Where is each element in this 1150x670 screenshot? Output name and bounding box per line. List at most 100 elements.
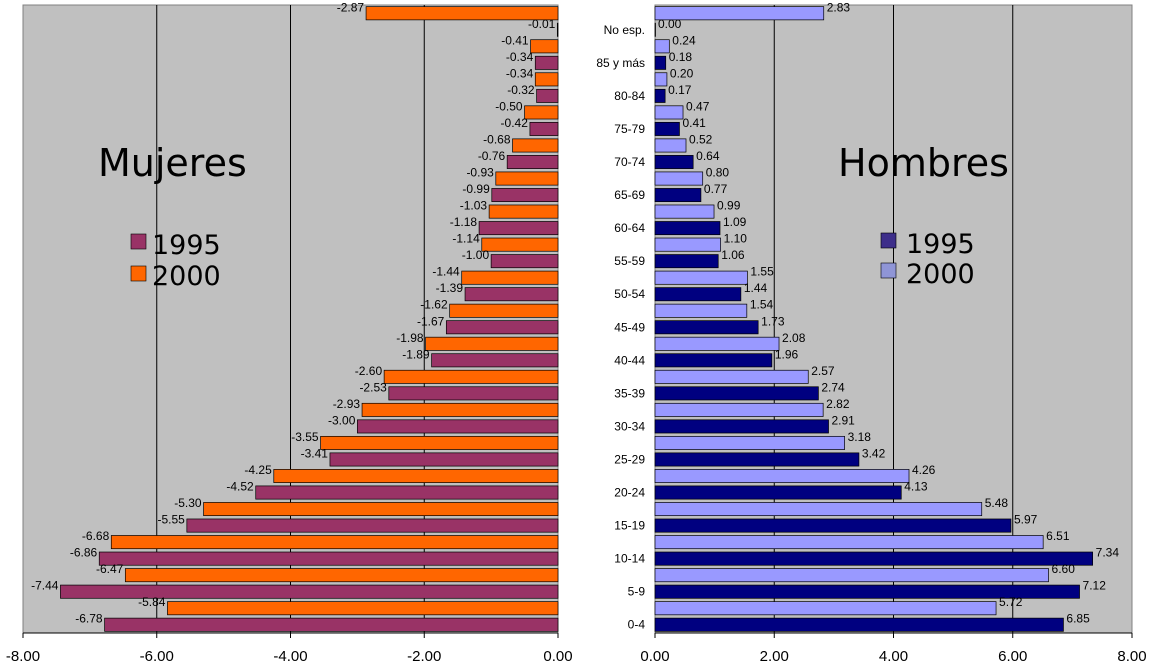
women-data-label: -6.86 xyxy=(70,546,98,560)
men-data-label: 0.77 xyxy=(704,182,728,196)
men-category-label: 40-44 xyxy=(614,353,645,367)
m-bar-1995 xyxy=(654,518,1012,533)
men-data-label: 0.99 xyxy=(717,199,741,213)
m-bar-1995 xyxy=(654,88,666,103)
men-category-label: 15-19 xyxy=(614,519,645,533)
women-data-label: -0.41 xyxy=(501,33,529,47)
men-category-label: 5-9 xyxy=(628,585,646,599)
w-bar-2000 xyxy=(461,270,559,285)
m-tick-label: 4.00 xyxy=(879,648,908,665)
women-legend: 1995 2000 xyxy=(130,230,221,292)
women-data-label: -2.93 xyxy=(333,397,361,411)
women-legend-swatch-2000 xyxy=(130,265,147,282)
men-data-label: 6.51 xyxy=(1046,529,1070,543)
m-bar-1995 xyxy=(654,22,656,37)
men-data-label: 5.72 xyxy=(999,595,1023,609)
w-bar-1995 xyxy=(431,353,559,368)
w-bar-1995 xyxy=(491,188,559,203)
women-data-label: -1.18 xyxy=(450,215,478,229)
w-bar-2000 xyxy=(512,138,559,153)
w-bar-1995 xyxy=(186,518,559,533)
men-data-labels: 2.83 0.00 0.24 0.18 0.20 0.17 0.47 0.41 0.52 0.64… xyxy=(658,0,1119,625)
men-title: Hombres xyxy=(838,141,1009,185)
women-data-label: -6.47 xyxy=(96,562,124,576)
women-data-label: -0.42 xyxy=(501,116,529,130)
men-data-label: 3.42 xyxy=(862,446,886,460)
women-data-label: -3.55 xyxy=(291,430,319,444)
men-chart: 2.83 0.00 0.24 0.18 0.20 0.17 0.47 0.41 0.52 0.64… xyxy=(596,0,1146,665)
w-bar-1995 xyxy=(506,155,559,169)
m-bar-2000 xyxy=(654,204,715,219)
m-tick-label: 8.00 xyxy=(1117,648,1146,665)
men-data-label: 2.91 xyxy=(832,413,856,427)
women-data-label: -7.44 xyxy=(31,579,59,593)
m-bar-1995 xyxy=(654,584,1080,599)
w-bar-1995 xyxy=(60,584,559,599)
m-bar-2000 xyxy=(654,369,809,384)
w-tick-label: -2.00 xyxy=(407,648,441,665)
w-bar-2000 xyxy=(481,237,559,252)
m-bar-1995 xyxy=(654,121,680,136)
women-data-label: -1.14 xyxy=(452,232,480,246)
men-data-label: 1.44 xyxy=(744,281,768,295)
men-data-label: 0.80 xyxy=(706,166,730,180)
women-data-label: -2.87 xyxy=(337,0,365,14)
m-tick-label: 6.00 xyxy=(998,648,1027,665)
women-data-label: -4.25 xyxy=(244,463,272,477)
women-data-label: -1.67 xyxy=(417,314,445,328)
m-bar-2000 xyxy=(654,237,721,252)
m-bar-2000 xyxy=(654,568,1049,583)
w-bar-2000 xyxy=(273,469,559,483)
men-data-label: 5.97 xyxy=(1014,513,1038,527)
women-data-label: -5.30 xyxy=(174,496,202,510)
w-bar-2000 xyxy=(110,535,559,550)
w-tick-label: -4.00 xyxy=(273,648,307,665)
w-bar-2000 xyxy=(365,6,559,21)
w-bar-2000 xyxy=(320,435,559,450)
women-data-label: -4.52 xyxy=(226,480,254,494)
women-data-label: -1.44 xyxy=(432,265,460,279)
women-x-axis: -8.00 -6.00 -4.00 -2.00 0.00 xyxy=(6,632,573,665)
men-data-label: 2.08 xyxy=(782,331,806,345)
women-data-label: -1.00 xyxy=(462,248,490,262)
w-bar-1995 xyxy=(255,485,559,500)
men-data-label: 1.10 xyxy=(724,232,748,246)
m-bar-1995 xyxy=(654,419,829,434)
w-bar-1995 xyxy=(464,287,559,302)
women-data-label: -2.53 xyxy=(359,380,387,394)
m-bar-2000 xyxy=(654,270,748,285)
w-bar-1995 xyxy=(98,551,559,566)
men-data-label: 2.74 xyxy=(821,380,845,394)
women-data-labels: -2.87 -0.01 -0.41 -0.34 -0.34 -0.32 -0.50 -0.42… xyxy=(31,0,556,625)
men-legend-swatch-1995 xyxy=(880,232,897,249)
m-bar-1995 xyxy=(654,320,759,335)
men-category-label: No esp. xyxy=(604,23,645,37)
women-data-label: -0.50 xyxy=(495,99,523,113)
women-data-label: -1.39 xyxy=(436,281,464,295)
m-bar-2000 xyxy=(654,171,704,186)
men-category-label: 20-24 xyxy=(614,486,645,500)
m-bar-2000 xyxy=(654,435,845,450)
m-bar-2000 xyxy=(654,6,825,21)
women-title: Mujeres xyxy=(98,141,247,185)
men-data-label: 0.24 xyxy=(672,33,696,47)
men-category-label: 50-54 xyxy=(614,287,645,301)
m-bar-1995 xyxy=(654,55,667,70)
m-bar-1995 xyxy=(654,452,860,467)
men-x-axis: 0.00 2.00 4.00 6.00 8.00 xyxy=(640,632,1147,665)
women-data-label: -5.55 xyxy=(157,513,185,527)
men-data-label: 2.82 xyxy=(826,397,850,411)
men-data-label: 7.34 xyxy=(1096,546,1120,560)
m-bar-1995 xyxy=(654,287,742,302)
women-data-label: -1.62 xyxy=(420,298,448,312)
m-bar-1995 xyxy=(654,188,702,203)
men-data-label: 1.06 xyxy=(721,248,745,262)
men-data-label: 0.17 xyxy=(668,83,692,97)
women-data-label: -3.41 xyxy=(301,446,329,460)
women-data-label: -2.60 xyxy=(355,364,383,378)
men-data-label: 1.96 xyxy=(775,347,799,361)
women-data-label: -1.98 xyxy=(396,331,424,345)
m-bar-1995 xyxy=(654,617,1064,632)
w-bar-2000 xyxy=(495,171,559,186)
m-bar-2000 xyxy=(654,39,670,54)
